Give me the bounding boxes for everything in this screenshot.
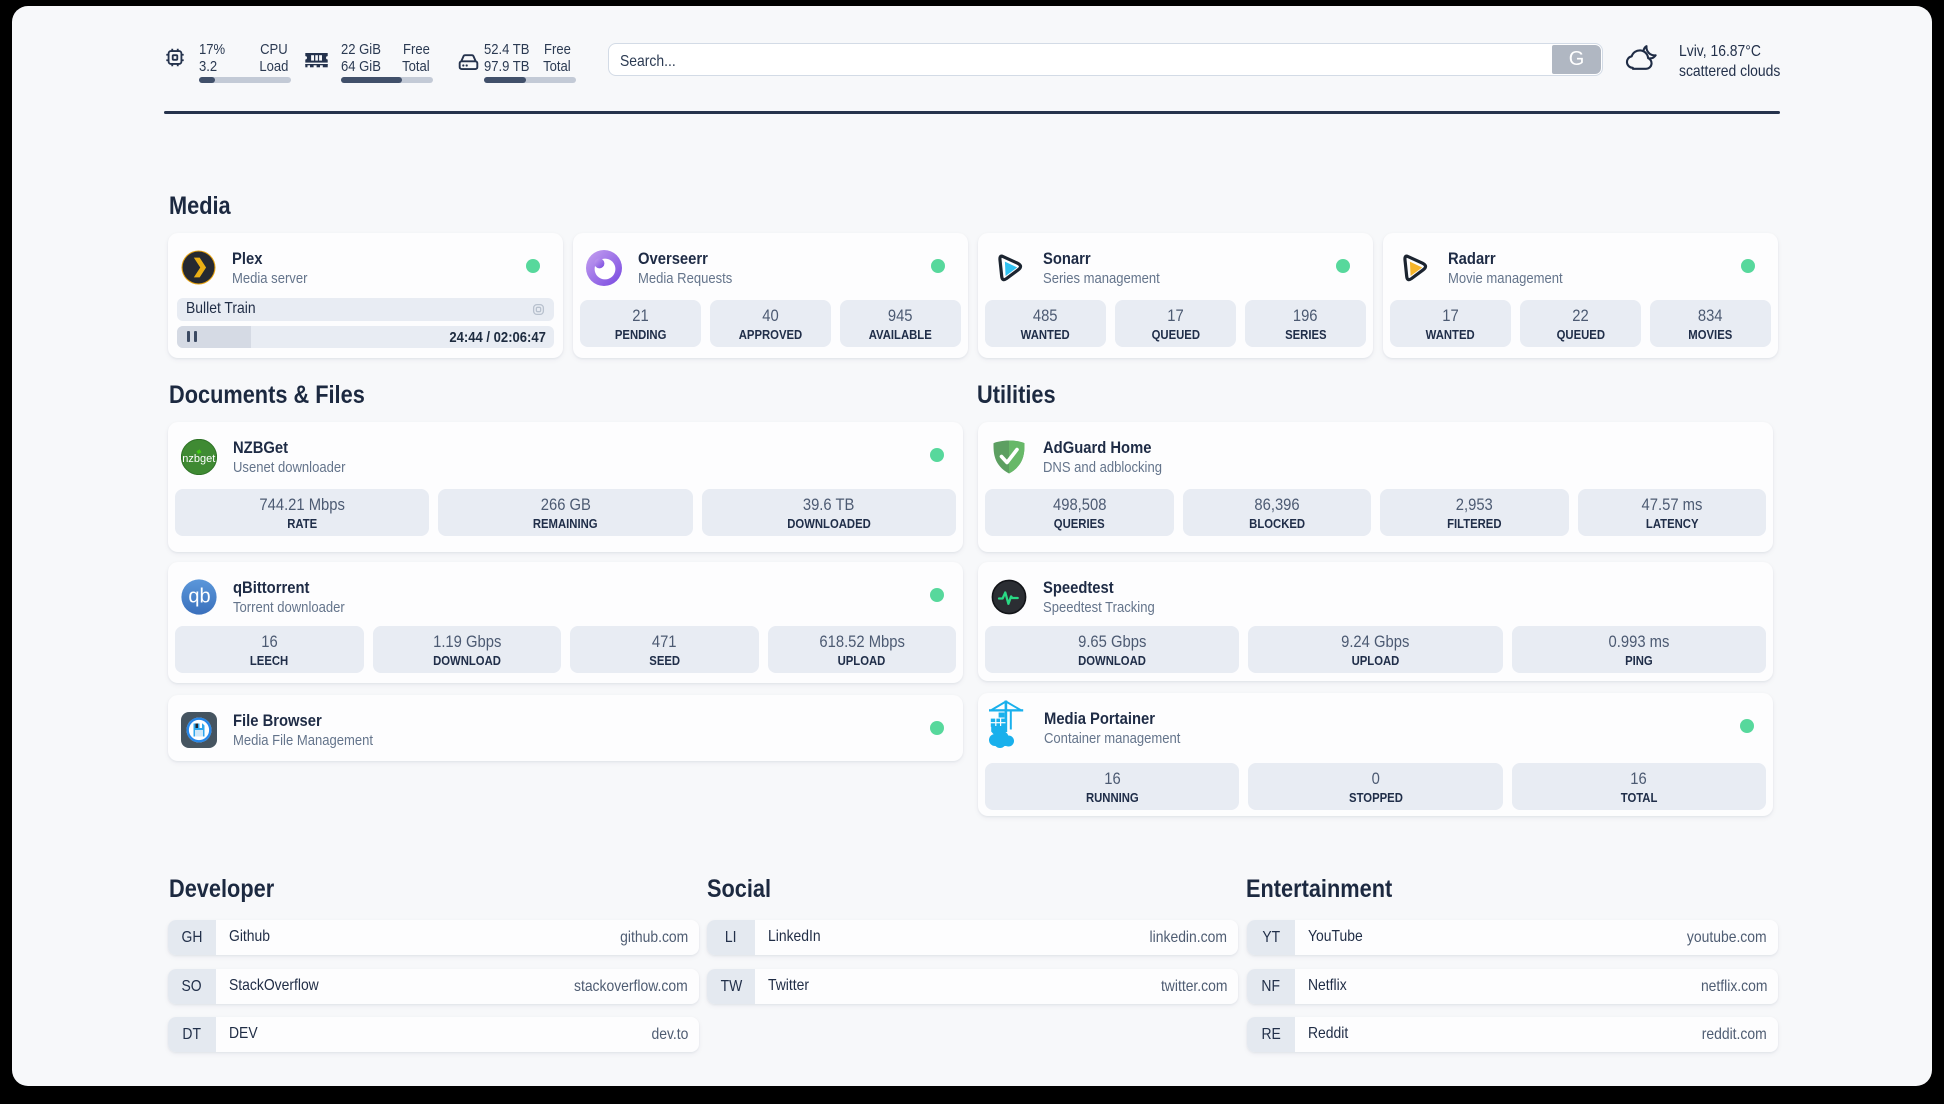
svg-text:nzbget: nzbget — [182, 453, 215, 465]
svg-text:qb: qb — [188, 586, 210, 608]
